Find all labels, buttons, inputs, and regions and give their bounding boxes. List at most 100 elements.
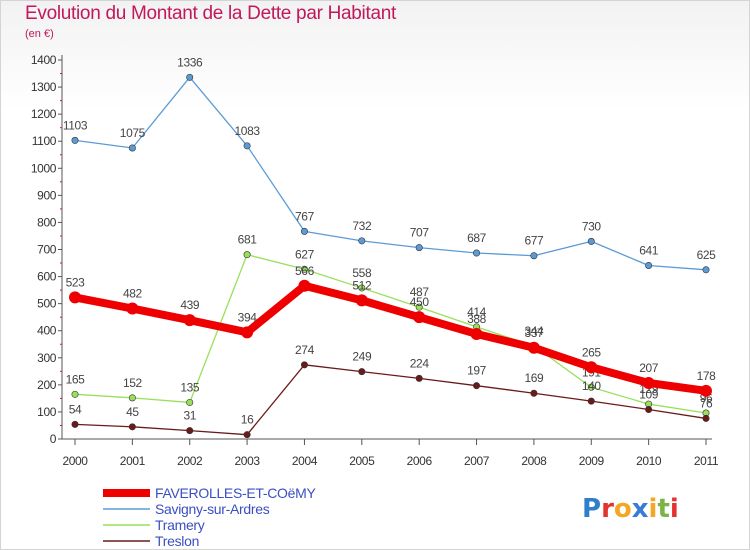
data-point-tramery bbox=[358, 284, 366, 292]
data-label-savigny-sur-ardres: 641 bbox=[639, 243, 659, 257]
y-tick-label: 1000 bbox=[31, 161, 57, 175]
data-label-treslon: 249 bbox=[352, 350, 372, 364]
data-label-savigny-sur-ardres: 625 bbox=[697, 248, 717, 262]
x-tick-label: 2011 bbox=[694, 454, 719, 468]
data-point-treslon bbox=[587, 397, 595, 405]
data-label-treslon: 274 bbox=[295, 343, 315, 357]
data-point-savigny-sur-ardres bbox=[186, 73, 194, 81]
data-point-tramery bbox=[415, 303, 423, 311]
x-tick-label: 2000 bbox=[62, 454, 88, 468]
data-label-savigny-sur-ardres: 732 bbox=[352, 219, 372, 233]
x-tick-label: 2007 bbox=[464, 454, 490, 468]
data-label-savigny-sur-ardres: 1083 bbox=[235, 124, 261, 138]
y-tick-label: 200 bbox=[37, 378, 57, 392]
data-label-treslon: 45 bbox=[126, 405, 139, 419]
y-tick-label: 400 bbox=[37, 324, 57, 338]
data-point-savigny-sur-ardres bbox=[530, 252, 538, 260]
data-label-treslon: 197 bbox=[467, 364, 487, 378]
y-tick-label: 800 bbox=[37, 215, 57, 229]
data-label-treslon: 16 bbox=[241, 413, 254, 427]
data-point-savigny-sur-ardres bbox=[243, 142, 251, 150]
data-point-tramery bbox=[186, 398, 194, 406]
legend-label-faverolles-et-co-my: FAVEROLLES-ET-COëMY bbox=[155, 485, 316, 501]
data-label-savigny-sur-ardres: 677 bbox=[524, 234, 544, 248]
data-label-savigny-sur-ardres: 730 bbox=[582, 219, 602, 233]
data-label-treslon: 224 bbox=[410, 356, 430, 370]
data-point-tramery bbox=[300, 265, 308, 273]
x-tick-label: 2002 bbox=[177, 454, 203, 468]
data-point-treslon bbox=[645, 405, 653, 413]
data-point-savigny-sur-ardres bbox=[415, 244, 423, 252]
data-label-tramery: 487 bbox=[410, 285, 430, 299]
y-tick-label: 1300 bbox=[31, 80, 57, 94]
data-point-treslon bbox=[71, 420, 79, 428]
proxiti-logo: Proxiti bbox=[582, 494, 679, 524]
series-line-faverolles-et-co-my bbox=[71, 281, 710, 395]
data-label-savigny-sur-ardres: 1103 bbox=[63, 118, 88, 132]
data-point-treslon bbox=[530, 389, 538, 397]
data-label-faverolles-et-co-my: 178 bbox=[697, 369, 717, 383]
data-label-tramery: 135 bbox=[180, 380, 200, 394]
data-label-faverolles-et-co-my: 482 bbox=[123, 287, 143, 301]
data-point-savigny-sur-ardres bbox=[702, 266, 710, 274]
data-label-faverolles-et-co-my: 394 bbox=[238, 310, 258, 324]
data-label-savigny-sur-ardres: 687 bbox=[467, 231, 487, 245]
data-point-treslon bbox=[473, 382, 481, 390]
series-line-tramery bbox=[74, 253, 707, 414]
data-point-faverolles-et-co-my bbox=[183, 314, 196, 327]
data-label-tramery: 152 bbox=[123, 376, 143, 390]
x-tick-label: 2004 bbox=[292, 454, 318, 468]
data-label-faverolles-et-co-my: 450 bbox=[410, 295, 430, 309]
data-label-savigny-sur-ardres: 707 bbox=[410, 226, 430, 240]
series-line-treslon bbox=[74, 364, 707, 436]
data-point-tramery bbox=[587, 383, 595, 391]
data-label-faverolles-et-co-my: 566 bbox=[295, 264, 315, 278]
data-point-treslon bbox=[128, 423, 136, 431]
y-tick-label: 500 bbox=[37, 297, 57, 311]
data-point-tramery bbox=[243, 251, 251, 259]
data-point-treslon bbox=[243, 431, 251, 439]
data-point-savigny-sur-ardres bbox=[300, 227, 308, 235]
y-tick-label: 600 bbox=[37, 270, 57, 284]
x-tick-label: 2009 bbox=[579, 454, 605, 468]
data-point-savigny-sur-ardres bbox=[358, 237, 366, 245]
data-point-treslon bbox=[300, 361, 308, 369]
data-label-faverolles-et-co-my: 337 bbox=[524, 326, 544, 340]
data-label-faverolles-et-co-my: 265 bbox=[582, 345, 602, 359]
data-point-faverolles-et-co-my bbox=[470, 327, 483, 340]
data-label-treslon: 140 bbox=[582, 379, 602, 393]
data-label-treslon: 31 bbox=[183, 409, 196, 423]
data-label-tramery: 558 bbox=[352, 266, 372, 280]
chart-title: Evolution du Montant de la Dette par Hab… bbox=[25, 3, 396, 24]
data-point-savigny-sur-ardres bbox=[645, 261, 653, 269]
y-tick-label: 1100 bbox=[32, 134, 57, 148]
data-label-faverolles-et-co-my: 439 bbox=[180, 298, 200, 312]
data-point-treslon bbox=[702, 414, 710, 422]
data-point-faverolles-et-co-my bbox=[527, 341, 540, 354]
data-label-tramery: 627 bbox=[295, 247, 315, 261]
data-label-faverolles-et-co-my: 207 bbox=[639, 361, 659, 375]
data-point-tramery bbox=[128, 394, 136, 402]
y-unit-label: (en €) bbox=[25, 28, 54, 40]
data-point-faverolles-et-co-my bbox=[585, 361, 598, 374]
legend-label-savigny-sur-ardres: Savigny-sur-Ardres bbox=[155, 501, 270, 517]
x-tick-label: 2008 bbox=[521, 454, 547, 468]
data-label-treslon: 169 bbox=[524, 371, 544, 385]
x-tick-label: 2003 bbox=[235, 454, 261, 468]
data-point-treslon bbox=[415, 374, 423, 382]
data-label-faverolles-et-co-my: 523 bbox=[66, 275, 86, 289]
data-point-faverolles-et-co-my bbox=[413, 311, 426, 324]
data-point-savigny-sur-ardres bbox=[473, 249, 481, 257]
y-tick-label: 300 bbox=[37, 351, 57, 365]
data-label-savigny-sur-ardres: 1075 bbox=[120, 126, 146, 140]
x-tick-label: 2006 bbox=[407, 454, 433, 468]
data-point-savigny-sur-ardres bbox=[71, 136, 79, 144]
data-point-faverolles-et-co-my bbox=[700, 384, 712, 397]
data-point-faverolles-et-co-my bbox=[642, 376, 655, 389]
data-point-faverolles-et-co-my bbox=[126, 302, 139, 315]
y-tick-label: 0 bbox=[50, 432, 57, 446]
data-point-savigny-sur-ardres bbox=[587, 237, 595, 245]
data-label-faverolles-et-co-my: 388 bbox=[467, 312, 487, 326]
